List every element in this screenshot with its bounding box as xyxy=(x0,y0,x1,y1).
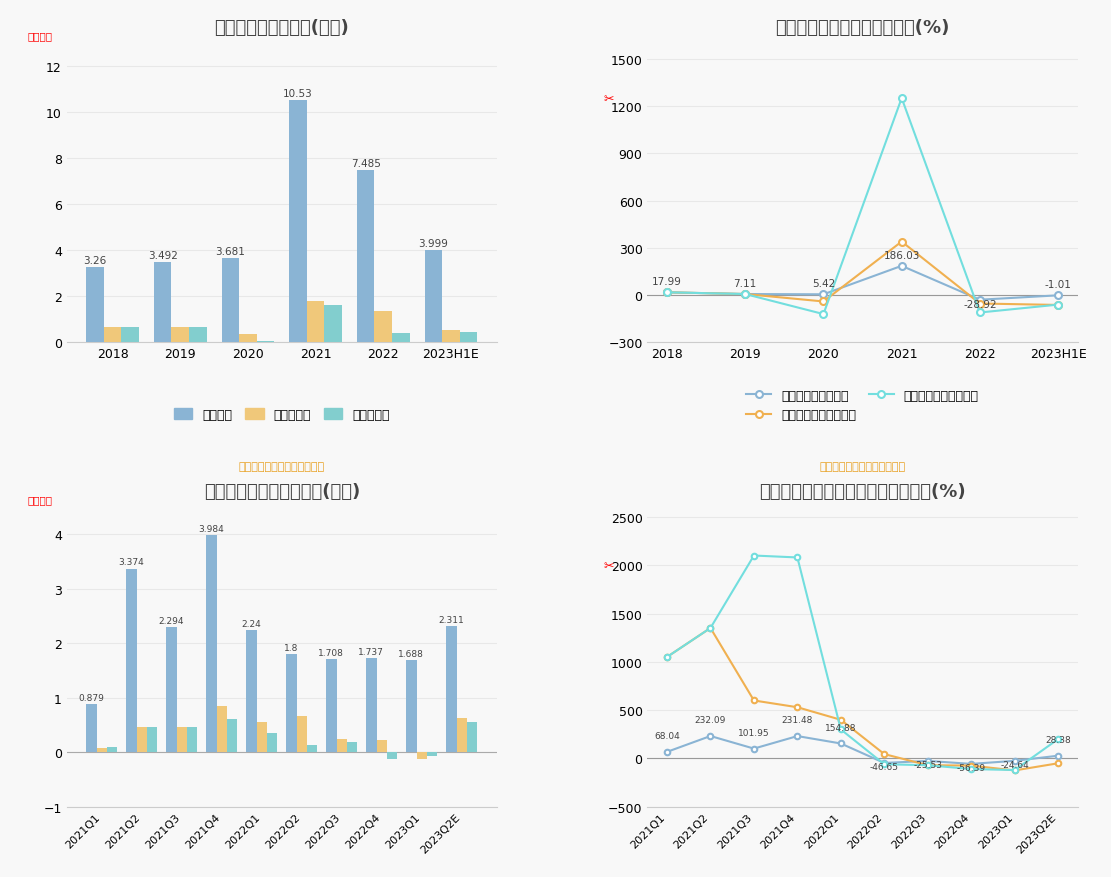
Bar xyxy=(427,752,438,756)
Bar xyxy=(221,259,239,343)
Bar xyxy=(267,733,278,752)
Bar xyxy=(327,660,337,752)
Title: 营收、净利季度变动情况(亿元): 营收、净利季度变动情况(亿元) xyxy=(203,482,360,501)
Text: 2.24: 2.24 xyxy=(241,619,261,629)
Bar xyxy=(467,723,478,752)
Bar xyxy=(87,268,103,343)
Title: 营收、净利同比增长率季度变动情况(%): 营收、净利同比增长率季度变动情况(%) xyxy=(759,482,965,501)
Bar xyxy=(307,745,318,752)
Text: 17.99: 17.99 xyxy=(652,277,682,287)
Text: 7.11: 7.11 xyxy=(733,278,757,289)
Bar xyxy=(217,706,227,752)
Bar xyxy=(447,627,457,752)
Bar xyxy=(307,301,324,343)
Bar xyxy=(121,328,139,343)
Bar xyxy=(257,723,267,752)
Bar xyxy=(239,334,257,343)
Text: 28.38: 28.38 xyxy=(1045,735,1071,745)
Bar xyxy=(167,628,177,752)
Text: 10.53: 10.53 xyxy=(283,89,313,99)
Bar xyxy=(460,332,478,343)
Bar xyxy=(367,658,377,752)
Text: 1.8: 1.8 xyxy=(284,644,299,652)
Bar xyxy=(287,654,297,752)
Text: 7.485: 7.485 xyxy=(351,159,381,169)
Text: 3.984: 3.984 xyxy=(199,524,224,533)
Text: -25.53: -25.53 xyxy=(913,759,942,769)
Bar xyxy=(424,251,442,343)
Bar xyxy=(337,738,347,752)
Bar xyxy=(297,716,307,752)
Text: 3.492: 3.492 xyxy=(148,251,178,260)
Bar xyxy=(227,719,238,752)
Text: 1.708: 1.708 xyxy=(319,648,344,658)
Text: 制图数据来自恒生聚源数据库: 制图数据来自恒生聚源数据库 xyxy=(239,461,324,472)
Text: 3.681: 3.681 xyxy=(216,246,246,256)
Bar xyxy=(324,306,342,343)
Bar xyxy=(374,312,392,343)
Bar xyxy=(127,569,137,752)
Text: 1.737: 1.737 xyxy=(359,646,384,656)
Bar xyxy=(207,536,217,752)
Text: （亿元）: （亿元） xyxy=(28,495,53,504)
Bar xyxy=(457,718,467,752)
Text: 5.42: 5.42 xyxy=(812,279,835,289)
Bar xyxy=(187,727,198,752)
Text: -28.92: -28.92 xyxy=(963,300,997,310)
Bar xyxy=(357,171,374,343)
Text: -1.01: -1.01 xyxy=(1044,280,1071,289)
Text: -24.64: -24.64 xyxy=(1000,759,1029,768)
Bar xyxy=(103,328,121,343)
Text: 101.95: 101.95 xyxy=(738,728,770,738)
Bar xyxy=(407,660,417,752)
Bar xyxy=(377,740,387,752)
Bar xyxy=(257,341,274,343)
Text: 3.999: 3.999 xyxy=(419,239,448,249)
Bar xyxy=(392,333,410,343)
Bar xyxy=(97,749,107,752)
Text: 186.03: 186.03 xyxy=(883,250,920,260)
Text: 0.879: 0.879 xyxy=(79,694,104,702)
Text: -46.65: -46.65 xyxy=(870,762,899,771)
Text: 1.688: 1.688 xyxy=(399,650,424,659)
Bar xyxy=(189,327,207,343)
Bar xyxy=(147,727,158,752)
Bar xyxy=(247,631,257,752)
Bar xyxy=(171,327,189,343)
Bar xyxy=(347,742,358,752)
Text: 2.294: 2.294 xyxy=(159,617,184,625)
Bar xyxy=(137,727,147,752)
Bar xyxy=(154,263,171,343)
Legend: 营业收入同比增长率, 归母净利润同比增长率, 扣非净利润同比增长率: 营业收入同比增长率, 归母净利润同比增长率, 扣非净利润同比增长率 xyxy=(741,384,984,426)
Legend: 营业收入, 归母净利润, 扣非净利润: 营业收入, 归母净利润, 扣非净利润 xyxy=(169,403,394,426)
Text: 68.04: 68.04 xyxy=(654,731,680,740)
Bar xyxy=(387,752,398,759)
Bar xyxy=(442,332,460,343)
Text: 232.09: 232.09 xyxy=(694,716,727,724)
Text: 3.26: 3.26 xyxy=(83,256,107,267)
Bar xyxy=(289,101,307,343)
Bar xyxy=(87,704,97,752)
Text: ✂: ✂ xyxy=(603,92,614,105)
Text: 制图数据来自恒生聚源数据库: 制图数据来自恒生聚源数据库 xyxy=(820,461,905,472)
Bar xyxy=(417,752,427,759)
Bar xyxy=(107,747,118,752)
Text: 154.88: 154.88 xyxy=(825,723,857,732)
Text: 231.48: 231.48 xyxy=(782,716,813,724)
Text: 3.374: 3.374 xyxy=(119,558,144,567)
Title: 历年营收、净利同比增长情况(%): 历年营收、净利同比增长情况(%) xyxy=(775,18,950,37)
Text: -56.39: -56.39 xyxy=(957,763,985,772)
Bar xyxy=(177,727,187,752)
Text: ✂: ✂ xyxy=(603,559,614,572)
Text: （亿元）: （亿元） xyxy=(28,31,53,41)
Text: 2.311: 2.311 xyxy=(439,616,464,624)
Title: 历年营收、净利情况(亿元): 历年营收、净利情况(亿元) xyxy=(214,18,349,37)
